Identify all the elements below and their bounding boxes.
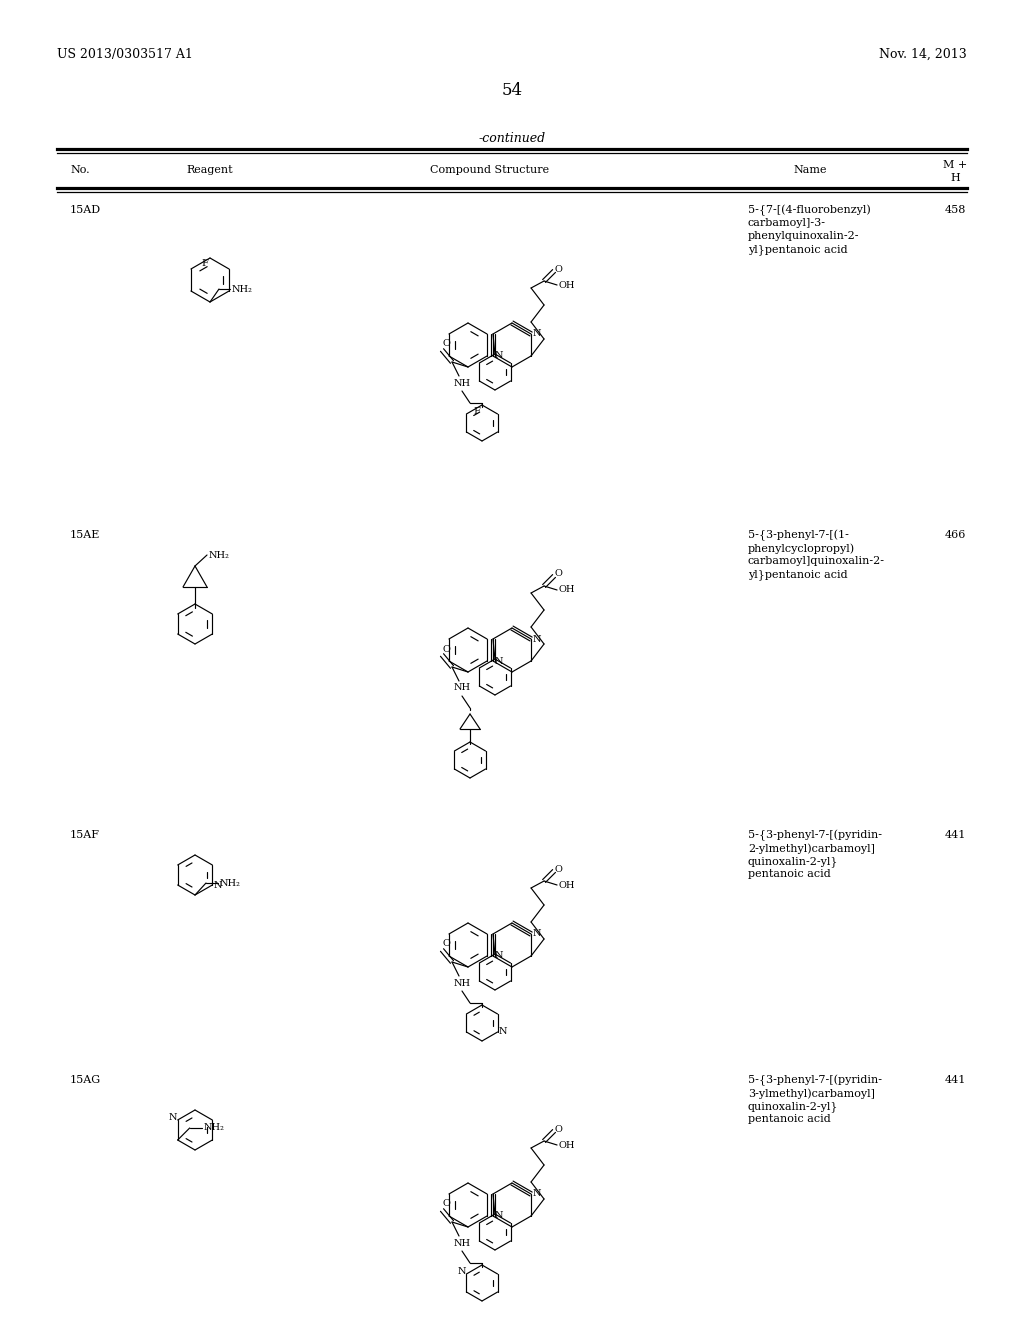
Text: OH: OH	[559, 1140, 575, 1150]
Text: 3-ylmethyl)carbamoyl]: 3-ylmethyl)carbamoyl]	[748, 1088, 874, 1098]
Text: O: O	[554, 264, 562, 273]
Text: 5-{3-phenyl-7-[(pyridin-: 5-{3-phenyl-7-[(pyridin-	[748, 830, 882, 841]
Text: -continued: -continued	[478, 132, 546, 145]
Text: F: F	[473, 407, 480, 416]
Text: N: N	[457, 1267, 466, 1276]
Text: N: N	[495, 952, 503, 961]
Text: 441: 441	[944, 830, 966, 840]
Text: O: O	[442, 1200, 450, 1209]
Text: 15AG: 15AG	[70, 1074, 101, 1085]
Text: yl}pentanoic acid: yl}pentanoic acid	[748, 244, 848, 255]
Text: O: O	[554, 1125, 562, 1134]
Text: carbamoyl]quinoxalin-2-: carbamoyl]quinoxalin-2-	[748, 556, 885, 566]
Text: 2-ylmethyl)carbamoyl]: 2-ylmethyl)carbamoyl]	[748, 843, 874, 854]
Text: O: O	[442, 644, 450, 653]
Text: 5-{3-phenyl-7-[(pyridin-: 5-{3-phenyl-7-[(pyridin-	[748, 1074, 882, 1086]
Text: NH₂: NH₂	[203, 1123, 224, 1133]
Text: 5-{3-phenyl-7-[(1-: 5-{3-phenyl-7-[(1-	[748, 531, 849, 541]
Text: O: O	[554, 865, 562, 874]
Text: N: N	[495, 656, 503, 665]
Text: O: O	[442, 339, 450, 348]
Text: quinoxalin-2-yl}: quinoxalin-2-yl}	[748, 855, 839, 867]
Text: 458: 458	[944, 205, 966, 215]
Text: 15AF: 15AF	[70, 830, 100, 840]
Text: N: N	[532, 330, 542, 338]
Text: O: O	[442, 940, 450, 949]
Text: quinoxalin-2-yl}: quinoxalin-2-yl}	[748, 1101, 839, 1111]
Text: Reagent: Reagent	[186, 165, 233, 176]
Text: N: N	[499, 1027, 507, 1036]
Text: O: O	[554, 569, 562, 578]
Text: N: N	[214, 880, 222, 890]
Text: 5-{7-[(4-fluorobenzyl): 5-{7-[(4-fluorobenzyl)	[748, 205, 870, 216]
Text: H: H	[950, 173, 959, 183]
Text: N: N	[168, 1114, 177, 1122]
Text: phenylquinoxalin-2-: phenylquinoxalin-2-	[748, 231, 859, 242]
Text: 54: 54	[502, 82, 522, 99]
Text: US 2013/0303517 A1: US 2013/0303517 A1	[57, 48, 193, 61]
Text: 15AD: 15AD	[70, 205, 101, 215]
Text: 15AE: 15AE	[70, 531, 100, 540]
Text: N: N	[532, 1189, 542, 1199]
Text: M +: M +	[943, 160, 967, 170]
Text: pentanoic acid: pentanoic acid	[748, 1114, 830, 1125]
Text: OH: OH	[559, 281, 575, 289]
Text: Compound Structure: Compound Structure	[430, 165, 550, 176]
Text: NH: NH	[454, 379, 471, 388]
Text: NH₂: NH₂	[219, 879, 241, 887]
Text: Name: Name	[794, 165, 826, 176]
Text: pentanoic acid: pentanoic acid	[748, 869, 830, 879]
Text: NH₂: NH₂	[231, 285, 253, 293]
Text: N: N	[532, 929, 542, 939]
Text: N: N	[495, 351, 503, 360]
Text: phenylcyclopropyl): phenylcyclopropyl)	[748, 543, 855, 553]
Text: 441: 441	[944, 1074, 966, 1085]
Text: OH: OH	[559, 880, 575, 890]
Text: NH: NH	[454, 978, 471, 987]
Text: No.: No.	[70, 165, 90, 176]
Text: NH: NH	[454, 684, 471, 693]
Text: Nov. 14, 2013: Nov. 14, 2013	[880, 48, 967, 61]
Text: 466: 466	[944, 531, 966, 540]
Text: NH₂: NH₂	[209, 550, 229, 560]
Text: F: F	[202, 260, 209, 268]
Text: N: N	[495, 1212, 503, 1221]
Text: NH: NH	[454, 1238, 471, 1247]
Text: N: N	[532, 635, 542, 644]
Text: OH: OH	[559, 586, 575, 594]
Text: carbamoyl]-3-: carbamoyl]-3-	[748, 218, 826, 228]
Text: yl}pentanoic acid: yl}pentanoic acid	[748, 569, 848, 579]
